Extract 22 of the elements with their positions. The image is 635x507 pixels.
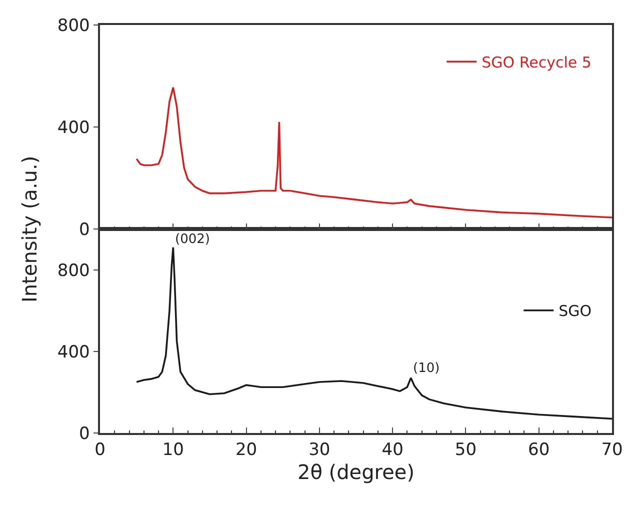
x-tick-label: 60 [528, 440, 550, 460]
x-tick-label: 70 [601, 440, 623, 460]
x-tick-label: 0 [94, 440, 106, 460]
x-tick-label: 20 [235, 440, 258, 460]
legend-label: SGO [558, 302, 592, 320]
annotation: (002) [175, 232, 210, 247]
x-tick-label: 10 [162, 440, 184, 460]
x-tick-label: 30 [308, 440, 330, 460]
y-tick-label: 400 [57, 118, 90, 138]
x-axis-title: 2θ (degree) [297, 460, 415, 484]
line-series [136, 246, 612, 420]
legend-label: SGO Recycle 5 [482, 54, 592, 72]
y-tick-label: 0 [79, 424, 90, 444]
y-tick-label: 800 [57, 16, 90, 36]
x-tick-label: 50 [454, 440, 477, 460]
y-axis-title: Intensity (a.u.) [18, 156, 42, 303]
line-series [136, 86, 612, 218]
y-tick-label: 800 [57, 260, 90, 281]
annotation: (10) [413, 361, 440, 376]
x-tick-label: 40 [382, 440, 404, 460]
y-tick-label: 0 [79, 220, 90, 240]
y-tick-label: 400 [57, 342, 90, 362]
